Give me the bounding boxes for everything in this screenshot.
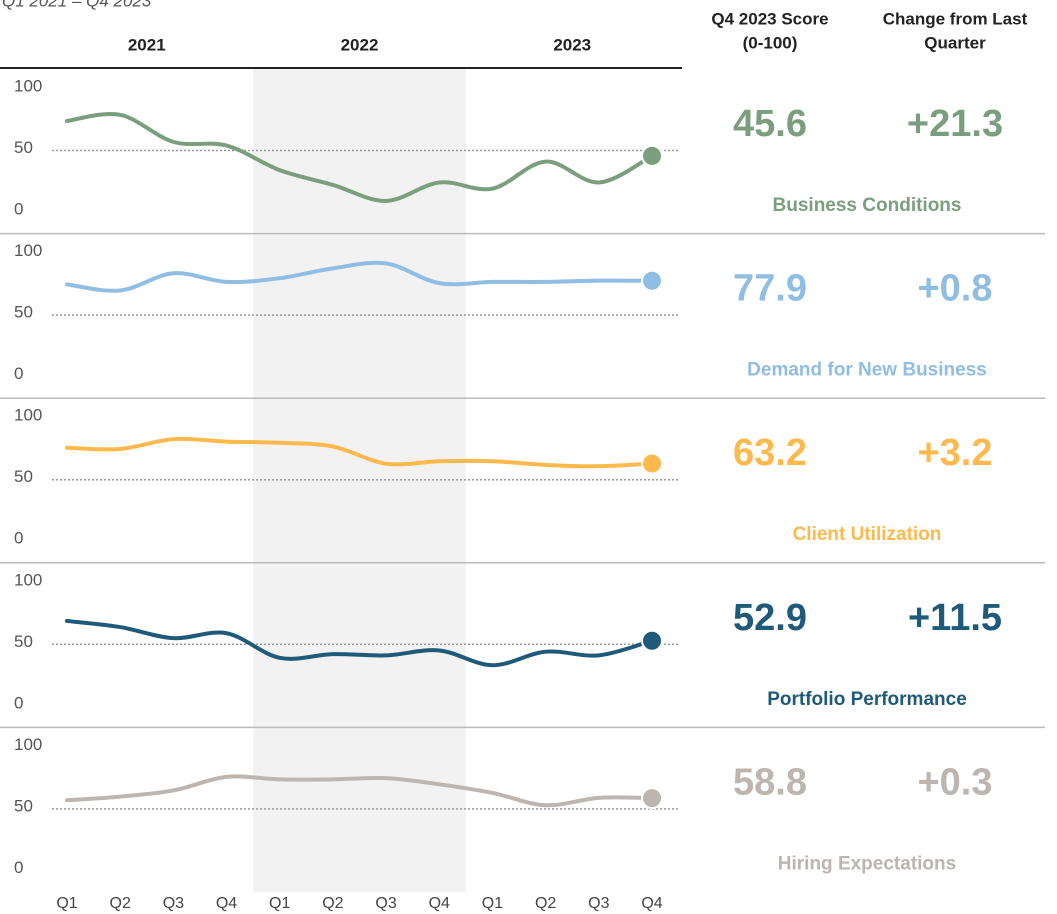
end-dot (641, 787, 663, 810)
change: +0.3 (917, 761, 992, 803)
y-tick-label: 100 (14, 735, 42, 754)
x-tick-label: Q2 (110, 895, 131, 912)
column-header: (0-100) (743, 33, 798, 52)
year-label: 2023 (553, 35, 591, 54)
score: 52.9 (733, 597, 807, 639)
score: 58.8 (733, 761, 807, 803)
panel-title: Demand for New Business (747, 360, 987, 381)
year-label: 2022 (341, 35, 379, 54)
x-tick-label: Q1 (482, 895, 503, 912)
y-tick-label: 50 (14, 138, 33, 157)
series-line (65, 618, 654, 668)
y-tick-label: 0 (14, 858, 23, 877)
year-label: 2021 (128, 35, 166, 54)
end-dot (641, 452, 663, 475)
score: 63.2 (733, 432, 807, 474)
column-header: Quarter (924, 33, 986, 52)
x-tick-label: Q2 (535, 895, 556, 912)
y-tick-label: 100 (14, 76, 42, 95)
y-tick-label: 0 (14, 693, 23, 712)
change: +21.3 (907, 103, 1003, 145)
series-line (65, 260, 654, 293)
series-line (65, 112, 654, 203)
x-tick-label: Q2 (322, 895, 343, 912)
x-tick-label: Q1 (269, 895, 290, 912)
end-dot (641, 269, 663, 292)
column-header: Q4 2023 Score (711, 9, 828, 28)
y-tick-label: 100 (14, 406, 42, 425)
year-band (253, 69, 466, 892)
y-tick-label: 50 (14, 303, 33, 322)
y-tick-label: 0 (14, 529, 23, 548)
x-tick-label: Q4 (429, 895, 450, 912)
panel-title: Business Conditions (773, 195, 962, 216)
column-header: Change from Last (883, 9, 1028, 28)
x-tick-label: Q3 (588, 895, 609, 912)
x-tick-label: Q3 (375, 895, 396, 912)
score: 45.6 (733, 103, 807, 145)
score: 77.9 (733, 268, 807, 310)
change: +0.8 (917, 268, 992, 310)
x-tick-label: Q1 (56, 895, 77, 912)
y-tick-label: 0 (14, 199, 23, 218)
panel-title: Hiring Expectations (778, 853, 956, 874)
y-tick-label: 0 (14, 364, 23, 383)
y-tick-label: 50 (14, 632, 33, 651)
y-tick-label: 50 (14, 796, 33, 815)
x-tick-label: Q3 (163, 895, 184, 912)
x-tick-label: Q4 (641, 895, 662, 912)
change: +3.2 (917, 432, 992, 474)
y-tick-label: 50 (14, 467, 33, 486)
end-dot (641, 144, 663, 167)
series-line (65, 436, 654, 469)
y-tick-label: 100 (14, 570, 42, 589)
end-dot (641, 629, 663, 652)
subtitle: Q1 2021 – Q4 2023 (2, 0, 152, 10)
x-tick-label: Q4 (216, 895, 237, 912)
change: +11.5 (908, 597, 1002, 639)
y-tick-label: 100 (14, 241, 42, 260)
series-line (65, 774, 654, 808)
panel-title: Client Utilization (793, 524, 942, 545)
panel-title: Portfolio Performance (767, 689, 967, 710)
